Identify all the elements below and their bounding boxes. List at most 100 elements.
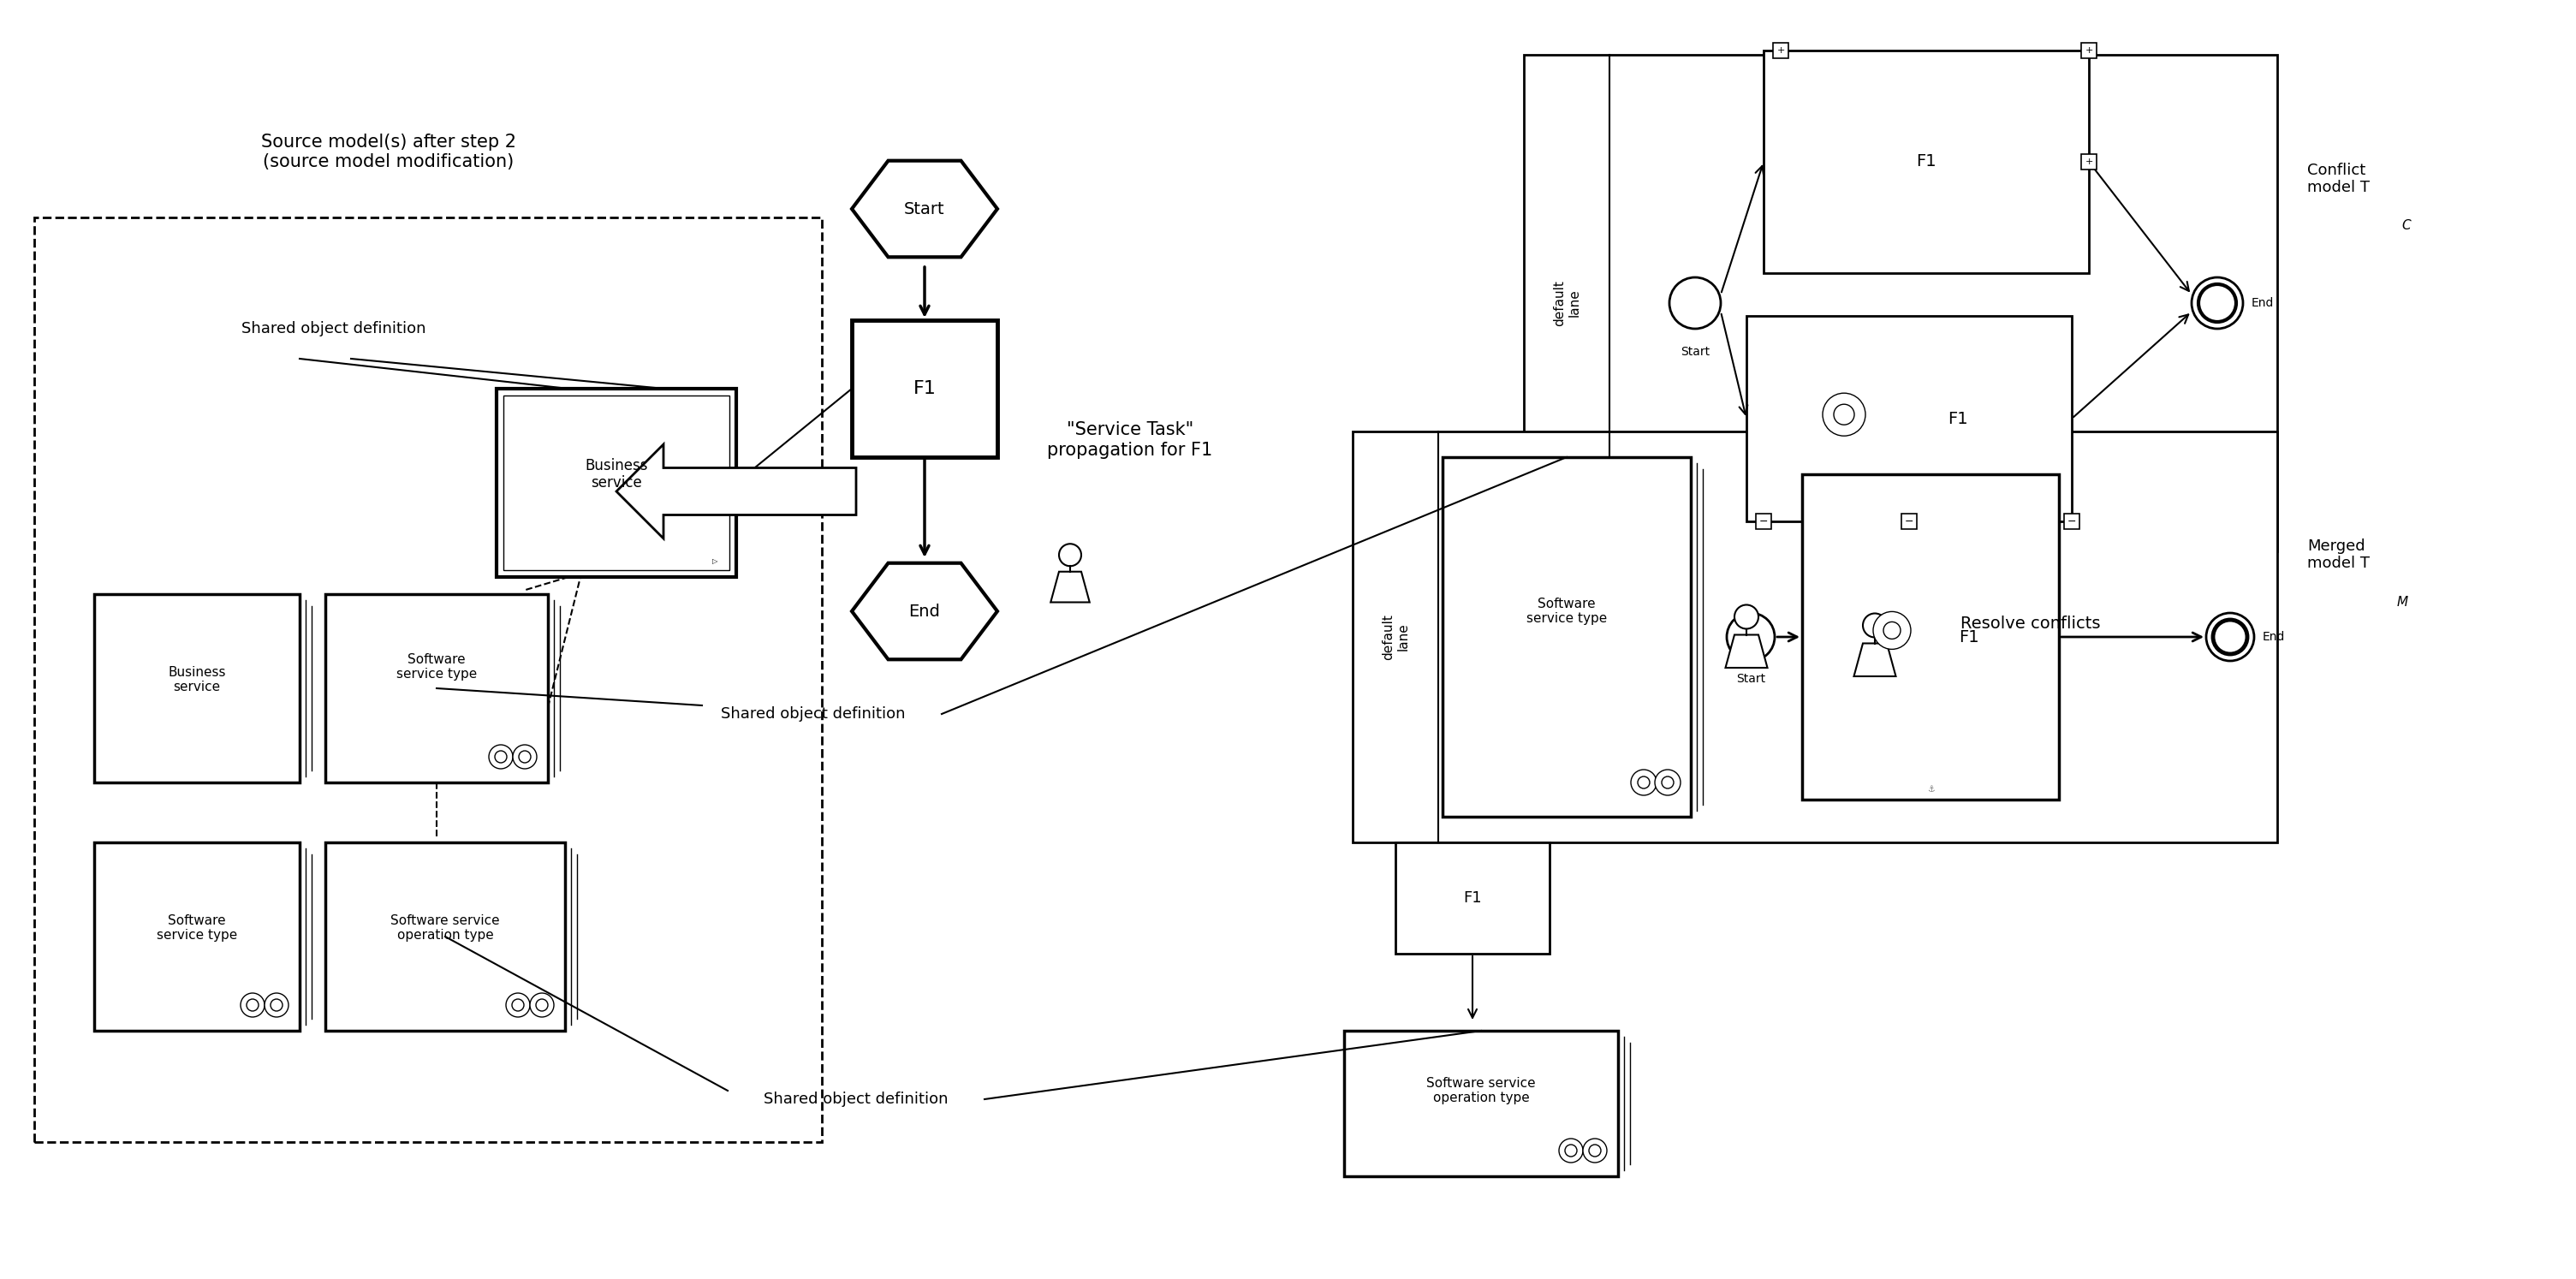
Polygon shape [1051, 572, 1090, 602]
Circle shape [2197, 284, 2236, 322]
Text: ⚓: ⚓ [1927, 785, 1935, 793]
Text: Conflict
model T: Conflict model T [2308, 162, 2370, 196]
Circle shape [1631, 770, 1656, 796]
Circle shape [1834, 404, 1855, 425]
Bar [1757, 514, 1772, 530]
Bar [1765, 50, 2089, 274]
Circle shape [240, 993, 265, 1017]
Text: Start: Start [1736, 673, 1765, 684]
Text: Start: Start [1680, 345, 1710, 358]
Text: F1: F1 [1958, 629, 1978, 645]
Bar [1803, 475, 2058, 799]
Text: F1: F1 [1947, 411, 1968, 427]
Polygon shape [616, 444, 855, 538]
Text: Business
service: Business service [167, 666, 227, 693]
Bar [95, 843, 299, 1031]
Text: +: + [2084, 46, 2092, 55]
Text: Merged
model T: Merged model T [2308, 538, 2370, 572]
Text: Source model(s) after step 2
(source model modification): Source model(s) after step 2 (source mod… [260, 133, 515, 170]
Text: F1: F1 [1463, 890, 1481, 906]
Circle shape [2213, 620, 2246, 654]
Circle shape [505, 993, 531, 1017]
Circle shape [2205, 613, 2254, 661]
Bar [1901, 514, 1917, 530]
Bar [325, 843, 564, 1031]
Circle shape [1862, 614, 1886, 637]
Text: Shared object definition: Shared object definition [721, 706, 907, 721]
Bar [95, 595, 299, 783]
Bar [497, 389, 737, 577]
Bar [853, 320, 997, 457]
Text: default
lane: default lane [1381, 614, 1409, 660]
Text: Business
service: Business service [585, 458, 647, 491]
Circle shape [1589, 1145, 1600, 1156]
Bar [1525, 55, 2277, 551]
Circle shape [513, 744, 536, 769]
Bar [1396, 843, 1551, 954]
Bar [1352, 431, 2277, 843]
Text: F1: F1 [912, 380, 935, 398]
Circle shape [531, 993, 554, 1017]
Bar [33, 217, 822, 1142]
Text: F1: F1 [1917, 153, 1937, 170]
Bar [2081, 153, 2097, 170]
Text: −: − [1759, 515, 1767, 527]
Polygon shape [1726, 634, 1767, 668]
Circle shape [513, 999, 523, 1010]
Circle shape [1662, 776, 1674, 788]
Circle shape [247, 999, 258, 1010]
Circle shape [1669, 278, 1721, 329]
Text: Start: Start [904, 201, 945, 217]
Circle shape [1726, 613, 1775, 661]
Polygon shape [853, 563, 997, 660]
Text: Shared object definition: Shared object definition [242, 321, 425, 336]
Bar [502, 395, 729, 570]
Circle shape [1059, 544, 1082, 567]
Text: Resolve conflicts: Resolve conflicts [1960, 616, 2099, 632]
Circle shape [1638, 776, 1649, 788]
Circle shape [495, 751, 507, 762]
Circle shape [1566, 1145, 1577, 1156]
Circle shape [536, 999, 549, 1010]
Circle shape [1558, 1138, 1582, 1163]
Circle shape [489, 744, 513, 769]
Text: End: End [909, 604, 940, 619]
Text: "Service Task"
propagation for F1: "Service Task" propagation for F1 [1048, 422, 1213, 459]
Text: −: − [1904, 515, 1914, 527]
Bar [2081, 42, 2097, 59]
Circle shape [1654, 770, 1680, 796]
Text: Software
service type: Software service type [397, 654, 477, 680]
Circle shape [1824, 393, 1865, 436]
Polygon shape [1855, 643, 1896, 677]
Bar [1345, 1031, 1618, 1177]
Bar [1747, 316, 2071, 522]
Text: ▷: ▷ [711, 558, 719, 565]
Bar [1772, 42, 1788, 59]
Bar [325, 595, 549, 783]
Text: Software
service type: Software service type [157, 914, 237, 941]
Circle shape [2192, 278, 2244, 329]
Bar [2063, 514, 2079, 530]
Circle shape [265, 993, 289, 1017]
Text: C: C [2401, 220, 2411, 233]
Circle shape [1883, 622, 1901, 640]
Circle shape [270, 999, 283, 1010]
Text: Shared object definition: Shared object definition [765, 1091, 948, 1106]
Text: default
lane: default lane [1553, 280, 1582, 326]
Text: +: + [1777, 46, 1785, 55]
Text: M: M [2398, 596, 2409, 609]
Circle shape [1873, 611, 1911, 650]
Text: End: End [2262, 631, 2285, 643]
Text: Software service
operation type: Software service operation type [392, 914, 500, 941]
Text: −: − [2069, 515, 2076, 527]
Text: End: End [2251, 297, 2275, 310]
Bar [1443, 457, 1690, 817]
Polygon shape [1870, 551, 1929, 748]
Polygon shape [853, 161, 997, 257]
Text: Software
service type: Software service type [1528, 597, 1607, 625]
Circle shape [518, 751, 531, 762]
Circle shape [1582, 1138, 1607, 1163]
Text: +: + [2084, 157, 2092, 166]
Text: Software service
operation type: Software service operation type [1427, 1077, 1535, 1105]
Circle shape [1734, 605, 1759, 629]
